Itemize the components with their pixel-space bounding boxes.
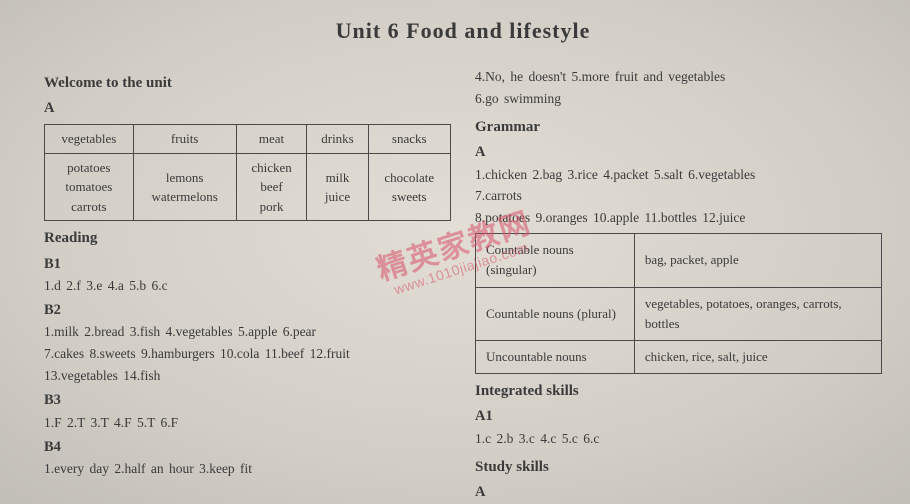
integrated-heading: Integrated skills [475, 380, 882, 403]
noun-examples: vegetables, potatoes, oranges, carrots, … [634, 287, 881, 340]
b2-answers-2: 7.cakes 8.sweets 9.hamburgers 10.cola 11… [44, 344, 451, 365]
integrated-line: 1.c 2.b 3.c 4.c 5.c 6.c [475, 429, 882, 450]
noun-examples: bag, packet, apple [634, 234, 881, 287]
noun-type: Countable nouns (singular) [476, 234, 635, 287]
worksheet-page: Unit 6 Food and lifestyle Welcome to the… [0, 0, 910, 504]
grammar-line3: 8.potatoes 9.oranges 10.apple 11.bottles… [475, 208, 882, 229]
noun-type: Countable nouns (plural) [476, 287, 635, 340]
table-row: potatoes tomatoes carrots lemons waterme… [45, 153, 451, 221]
table-row: Uncountable nouns chicken, rice, salt, j… [476, 340, 882, 373]
table-row: Countable nouns (plural) vegetables, pot… [476, 287, 882, 340]
b2-answers-3: 13.vegetables 14.fish [44, 366, 451, 387]
cell-veg: potatoes tomatoes carrots [45, 153, 134, 221]
grammar-heading: Grammar [475, 116, 882, 139]
right-column: 4.No, he doesn't 5.more fruit and vegeta… [475, 66, 882, 504]
study-sub: A [475, 481, 882, 503]
left-column: Welcome to the unit A vegetables fruits … [44, 66, 451, 504]
welcome-sub: A [44, 97, 451, 119]
cell-snacks: chocolate sweets [368, 153, 450, 221]
noun-type: Uncountable nouns [476, 340, 635, 373]
table-row: vegetables fruits meat drinks snacks [45, 124, 451, 153]
cell-fruits: lemons watermelons [133, 153, 236, 221]
b4-answers: 1.every day 2.half an hour 3.keep fit [44, 459, 451, 480]
cell-meat: chicken beef pork [236, 153, 307, 221]
b1-answers: 1.d 2.f 3.e 4.a 5.b 6.c [44, 276, 451, 297]
grammar-line1: 1.chicken 2.bag 3.rice 4.packet 5.salt 6… [475, 165, 882, 186]
col-header: meat [236, 124, 307, 153]
grammar-line2: 7.carrots [475, 186, 882, 207]
reading-heading: Reading [44, 227, 451, 250]
welcome-heading: Welcome to the unit [44, 72, 451, 95]
study-heading: Study skills [475, 456, 882, 479]
food-table: vegetables fruits meat drinks snacks pot… [44, 124, 451, 222]
col-header: fruits [133, 124, 236, 153]
integrated-sub: A1 [475, 405, 882, 427]
col-header: vegetables [45, 124, 134, 153]
col-header: drinks [307, 124, 368, 153]
b4-label: B4 [44, 436, 451, 458]
noun-examples: chicken, rice, salt, juice [634, 340, 881, 373]
col-header: snacks [368, 124, 450, 153]
page-title: Unit 6 Food and lifestyle [44, 18, 882, 44]
b2-answers-1: 1.milk 2.bread 3.fish 4.vegetables 5.app… [44, 322, 451, 343]
b3-answers: 1.F 2.T 3.T 4.F 5.T 6.F [44, 413, 451, 434]
b1-label: B1 [44, 253, 451, 275]
right-top-line1: 4.No, he doesn't 5.more fruit and vegeta… [475, 67, 882, 88]
b3-label: B3 [44, 389, 451, 411]
b2-label: B2 [44, 299, 451, 321]
two-column-layout: Welcome to the unit A vegetables fruits … [44, 66, 882, 504]
nouns-table: Countable nouns (singular) bag, packet, … [475, 233, 882, 374]
table-row: Countable nouns (singular) bag, packet, … [476, 234, 882, 287]
cell-drinks: milk juice [307, 153, 368, 221]
right-top-line2: 6.go swimming [475, 89, 882, 110]
grammar-sub: A [475, 141, 882, 163]
